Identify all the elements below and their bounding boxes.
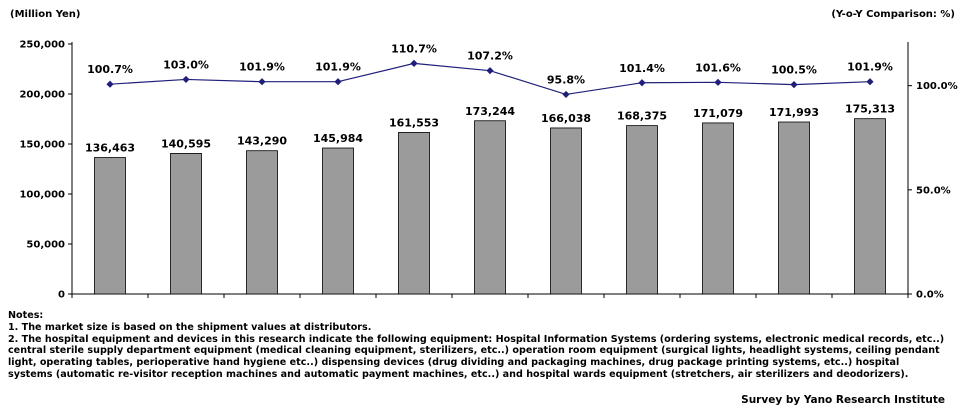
yoy-value-label: 103.0% bbox=[163, 58, 209, 71]
notes-heading: Notes: bbox=[8, 310, 44, 321]
bar bbox=[170, 153, 202, 295]
yoy-point bbox=[790, 81, 798, 89]
yoy-point bbox=[714, 78, 722, 86]
yoy-point bbox=[334, 78, 342, 86]
yoy-point bbox=[562, 90, 570, 99]
yoy-value-label: 95.8% bbox=[547, 73, 585, 86]
market-size-chart: 0 50,000 100,000 150,000 200,000 250,000 0.0% 5… bbox=[10, 9, 958, 301]
right-tick-label: 100.0% bbox=[916, 81, 958, 92]
yoy-value-label: 101.9% bbox=[239, 61, 285, 74]
bar-value-label: 171,079 bbox=[693, 107, 743, 120]
bar-value-label: 175,313 bbox=[845, 103, 895, 116]
right-tick-label: 50.0% bbox=[916, 185, 951, 196]
yoy-value-label: 101.9% bbox=[847, 61, 893, 74]
bar-value-label: 140,595 bbox=[161, 137, 211, 150]
bar bbox=[322, 147, 354, 295]
yoy-value-label: 107.2% bbox=[467, 50, 513, 63]
yoy-point bbox=[638, 79, 646, 87]
bar-value-label: 173,244 bbox=[465, 105, 515, 118]
yoy-value-label: 100.7% bbox=[87, 63, 133, 76]
bar bbox=[778, 121, 810, 295]
bar-value-label: 136,463 bbox=[85, 142, 135, 155]
bar bbox=[854, 118, 886, 295]
yoy-point bbox=[486, 67, 494, 75]
bar bbox=[550, 127, 582, 295]
left-tick-label: 0 bbox=[58, 290, 65, 301]
yoy-point bbox=[410, 59, 418, 67]
bar-value-label: 145,984 bbox=[313, 132, 363, 145]
bar bbox=[474, 120, 506, 295]
left-tick-label: 50,000 bbox=[26, 240, 65, 251]
yoy-point bbox=[182, 75, 190, 84]
left-axis-title: (Million Yen) bbox=[10, 9, 81, 20]
bar-value-label: 166,038 bbox=[541, 112, 591, 125]
bar bbox=[398, 132, 430, 295]
yoy-value-label: 100.5% bbox=[771, 64, 817, 77]
yoy-point bbox=[258, 78, 266, 86]
left-tick-label: 250,000 bbox=[19, 40, 65, 51]
yoy-value-label: 110.7% bbox=[391, 42, 437, 55]
bar-value-label: 168,375 bbox=[617, 110, 667, 123]
note-line: 1. The market size is based on the shipm… bbox=[8, 321, 372, 333]
right-tick-label: 0.0% bbox=[916, 290, 944, 301]
bar-value-label: 143,290 bbox=[237, 135, 287, 148]
notes: Notes: 1. The market size is based on th… bbox=[8, 310, 953, 381]
bar bbox=[94, 157, 126, 295]
yoy-value-label: 101.4% bbox=[619, 62, 665, 75]
note-line: 2. The hospital equipment and devices in… bbox=[8, 333, 945, 345]
yoy-point bbox=[866, 78, 874, 86]
yoy-point bbox=[106, 80, 114, 88]
chart-canvas: 0 50,000 100,000 150,000 200,000 250,000 0.0% 5… bbox=[10, 9, 958, 301]
yoy-value-label: 101.9% bbox=[315, 61, 361, 74]
yoy-value-label: 101.6% bbox=[695, 61, 741, 74]
left-tick-label: 150,000 bbox=[19, 140, 65, 151]
bar bbox=[702, 122, 734, 295]
bar-value-label: 161,553 bbox=[389, 116, 439, 129]
right-axis-title: (Y-o-Y Comparison: %) bbox=[831, 9, 955, 20]
note-line: light, operating tables, perioperative h… bbox=[8, 357, 900, 369]
note-line: central sterile supply department equipm… bbox=[8, 345, 940, 357]
source-credit: Survey by Yano Research Institute bbox=[741, 394, 945, 406]
bar bbox=[626, 125, 658, 295]
left-tick-label: 100,000 bbox=[19, 190, 65, 201]
bar-value-label: 171,993 bbox=[769, 106, 819, 119]
left-tick-label: 200,000 bbox=[19, 90, 65, 101]
note-line: systems (automatic re-visitor reception … bbox=[8, 368, 909, 380]
bar bbox=[246, 150, 278, 295]
